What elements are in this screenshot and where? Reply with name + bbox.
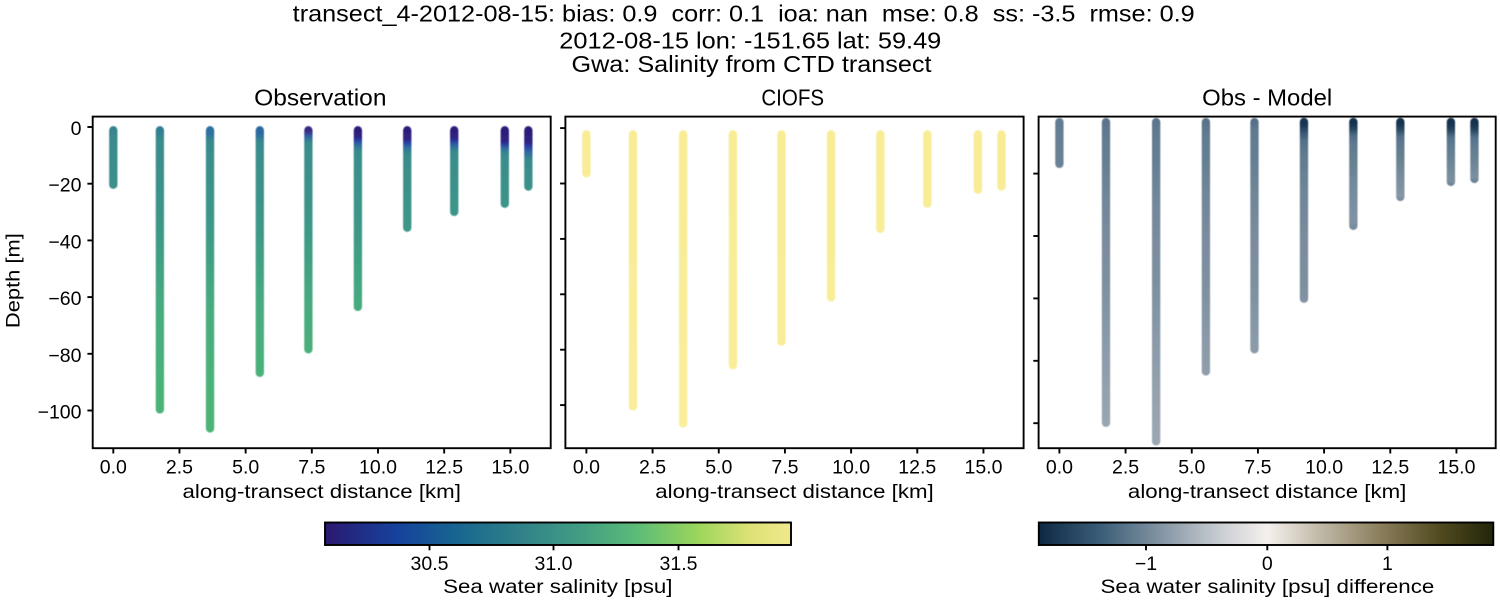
svg-text:along-transect distance [km]: along-transect distance [km] (1128, 481, 1406, 503)
svg-text:0: 0 (1262, 553, 1273, 575)
svg-text:12.5: 12.5 (1371, 456, 1409, 478)
svg-text:7.5: 7.5 (298, 456, 325, 478)
svg-text:0.0: 0.0 (573, 456, 600, 478)
svg-text:−60: −60 (48, 288, 81, 310)
svg-text:−80: −80 (48, 345, 81, 367)
svg-text:2.5: 2.5 (166, 456, 193, 478)
svg-text:5.0: 5.0 (705, 456, 732, 478)
svg-text:15.0: 15.0 (964, 456, 1002, 478)
svg-text:Observation: Observation (254, 85, 386, 111)
svg-text:Sea water salinity [psu] diffe: Sea water salinity [psu] difference (1101, 576, 1435, 598)
svg-text:−40: −40 (48, 231, 81, 253)
svg-text:Obs - Model: Obs - Model (1202, 85, 1332, 111)
svg-text:0.0: 0.0 (100, 456, 127, 478)
svg-text:15.0: 15.0 (491, 456, 529, 478)
svg-text:along-transect distance [km]: along-transect distance [km] (183, 481, 461, 503)
svg-text:5.0: 5.0 (232, 456, 259, 478)
svg-text:10.0: 10.0 (1305, 456, 1343, 478)
svg-text:31.5: 31.5 (660, 553, 698, 575)
svg-text:2012-08-15 lon: -151.65 lat: 5: 2012-08-15 lon: -151.65 lat: 59.49 (559, 27, 941, 53)
svg-text:−1: −1 (1135, 553, 1157, 575)
svg-text:Gwa: Salinity from CTD transec: Gwa: Salinity from CTD transect (572, 51, 933, 77)
svg-text:along-transect distance [km]: along-transect distance [km] (655, 481, 933, 503)
svg-text:−20: −20 (48, 175, 81, 197)
svg-text:−100: −100 (38, 402, 82, 424)
svg-text:7.5: 7.5 (1244, 456, 1271, 478)
svg-text:2.5: 2.5 (1112, 456, 1139, 478)
svg-text:15.0: 15.0 (1437, 456, 1475, 478)
svg-text:2.5: 2.5 (639, 456, 666, 478)
svg-text:31.0: 31.0 (535, 553, 573, 575)
svg-text:Depth [m]: Depth [m] (3, 233, 25, 328)
svg-text:0.0: 0.0 (1046, 456, 1073, 478)
svg-text:transect_4-2012-08-15: bias: 0: transect_4-2012-08-15: bias: 0.9 corr: 0… (293, 1, 1195, 27)
svg-text:12.5: 12.5 (898, 456, 936, 478)
svg-text:7.5: 7.5 (771, 456, 798, 478)
svg-text:1: 1 (1382, 553, 1393, 575)
svg-text:Sea water salinity [psu]: Sea water salinity [psu] (443, 576, 672, 598)
svg-text:0: 0 (71, 118, 82, 140)
svg-text:CIOFS: CIOFS (761, 85, 824, 111)
svg-text:12.5: 12.5 (425, 456, 463, 478)
svg-text:30.5: 30.5 (411, 553, 449, 575)
svg-text:10.0: 10.0 (832, 456, 870, 478)
svg-text:5.0: 5.0 (1178, 456, 1205, 478)
svg-text:10.0: 10.0 (359, 456, 397, 478)
